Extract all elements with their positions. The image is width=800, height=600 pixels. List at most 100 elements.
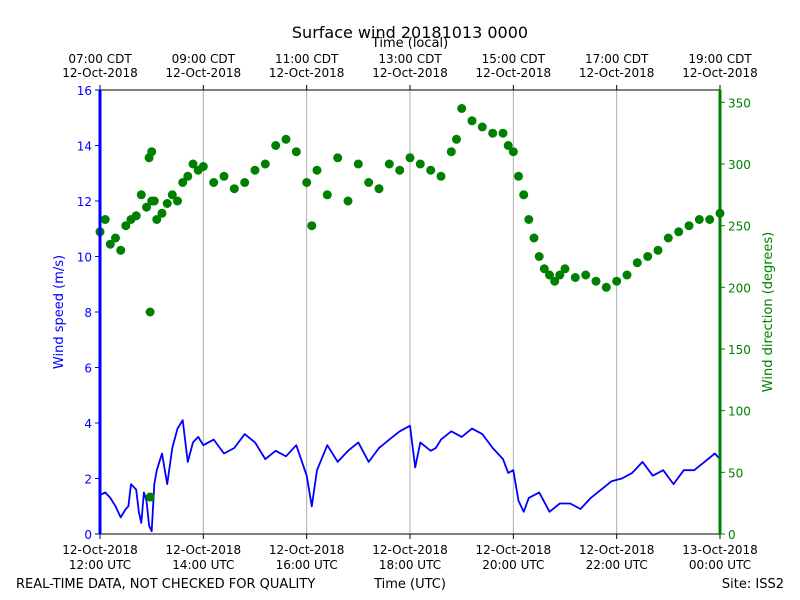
wind-direction-point: [405, 153, 415, 163]
wind-direction-point: [581, 270, 591, 280]
left-tick-label: 2: [84, 473, 92, 487]
wind-direction-point: [415, 159, 425, 169]
left-tick-label: 6: [84, 362, 92, 376]
x-tick-label-date: 12-Oct-2018: [269, 543, 345, 557]
footer-site: Site: ISS2: [722, 577, 784, 592]
wind-direction-point: [145, 307, 155, 317]
left-tick-label: 0: [84, 528, 92, 542]
wind-direction-point: [343, 196, 353, 206]
wind-direction-point: [183, 171, 193, 181]
wind-direction-point: [152, 215, 162, 224]
wind-direction-point: [147, 147, 157, 157]
top-tick-label-date: 12-Oct-2018: [476, 66, 552, 80]
wind-direction-point: [555, 270, 565, 280]
left-tick-label: 16: [77, 84, 92, 98]
wind-direction-point: [364, 178, 374, 187]
wind-direction-point: [291, 147, 301, 157]
wind-direction-point: [560, 264, 570, 274]
x-tick-label-time: 16:00 UTC: [276, 558, 338, 572]
left-tick-label: 12: [77, 195, 92, 209]
wind-direction-point: [240, 178, 250, 187]
wind-direction-point: [121, 221, 131, 231]
top-tick-label-time: 19:00 CDT: [688, 52, 752, 66]
wind-direction-point: [167, 190, 177, 200]
wind-direction-point: [539, 264, 549, 274]
wind-direction-point: [116, 245, 126, 255]
wind-direction-point: [545, 270, 554, 280]
right-tick-label: 50: [728, 466, 743, 480]
wind-direction-point: [591, 276, 601, 286]
wind-direction-point: [384, 159, 394, 169]
x-tick-label-date: 12-Oct-2018: [476, 543, 552, 557]
x-tick-label-date: 12-Oct-2018: [62, 543, 138, 557]
x-tick-label-time: 18:00 UTC: [379, 558, 441, 572]
wind-direction-point: [250, 165, 260, 175]
wind-direction-point: [198, 162, 208, 171]
wind-direction-point: [173, 196, 182, 206]
right-tick-label: 350: [728, 96, 751, 110]
left-tick-label: 14: [77, 140, 92, 154]
x-tick-label-date: 12-Oct-2018: [579, 543, 655, 557]
x-tick-label-time: 14:00 UTC: [172, 558, 234, 572]
x-tick-label-time: 22:00 UTC: [586, 558, 648, 572]
wind-direction-point: [612, 276, 622, 286]
wind-direction-point: [514, 171, 523, 181]
wind-direction-point: [162, 199, 172, 208]
top-tick-label-time: 07:00 CDT: [68, 52, 132, 66]
wind-direction-point: [353, 159, 363, 169]
wind-direction-point: [178, 178, 188, 187]
right-axis-ticks: 0 50 100 150 200 250 300 350: [720, 96, 751, 542]
wind-direction-point: [477, 122, 487, 132]
top-tick-label-date: 12-Oct-2018: [166, 66, 242, 80]
right-tick-label: 300: [728, 158, 751, 172]
wind-direction-point: [374, 184, 384, 194]
wind-direction-point: [436, 171, 446, 181]
left-tick-label: 10: [77, 251, 92, 265]
wind-direction-point: [529, 233, 539, 243]
wind-direction-point: [312, 165, 322, 175]
wind-direction-point: [452, 134, 461, 144]
left-axis-ticks: 0 2 4 6 8 10 12 14 16: [77, 84, 100, 542]
x-tick-label-date: 13-Oct-2018: [682, 543, 758, 557]
wind-direction-point: [498, 128, 508, 138]
wind-direction-series: [95, 104, 725, 502]
x-tick-label-time: 12:00 UTC: [69, 558, 131, 572]
x-tick-label-date: 12-Oct-2018: [166, 543, 242, 557]
wind-direction-point: [601, 282, 611, 292]
wind-direction-point: [503, 141, 513, 150]
wind-direction-point: [111, 233, 120, 243]
wind-direction-point: [694, 215, 704, 224]
x-tick-label-date: 12-Oct-2018: [372, 543, 448, 557]
wind-direction-point: [142, 202, 151, 212]
wind-direction-point: [550, 276, 560, 286]
top-tick-label-date: 12-Oct-2018: [269, 66, 345, 80]
wind-direction-point: [157, 208, 167, 218]
left-tick-label: 8: [84, 306, 92, 320]
wind-direction-point: [524, 215, 534, 224]
top-tick-label-time: 15:00 CDT: [482, 52, 546, 66]
right-tick-label: 100: [728, 405, 751, 419]
wind-direction-point: [643, 252, 653, 261]
wind-direction-point: [622, 270, 632, 280]
wind-direction-point: [136, 190, 146, 200]
wind-direction-point: [209, 178, 219, 187]
left-tick-label: 4: [84, 417, 92, 431]
wind-direction-point: [229, 184, 239, 194]
top-tick-label-date: 12-Oct-2018: [682, 66, 758, 80]
right-tick-label: 250: [728, 220, 751, 234]
wind-direction-point: [219, 171, 229, 181]
top-tick-label-date: 12-Oct-2018: [579, 66, 655, 80]
wind-direction-point: [426, 165, 436, 175]
x-tick-label-time: 00:00 UTC: [689, 558, 751, 572]
top-tick-label-date: 12-Oct-2018: [62, 66, 138, 80]
wind-direction-point: [632, 258, 642, 268]
right-tick-label: 200: [728, 281, 751, 295]
wind-speed-line: [99, 419, 721, 533]
wind-direction-point: [488, 128, 498, 138]
wind-speed-series: [99, 419, 721, 533]
wind-direction-point: [302, 178, 312, 187]
wind-direction-point: [705, 215, 715, 224]
